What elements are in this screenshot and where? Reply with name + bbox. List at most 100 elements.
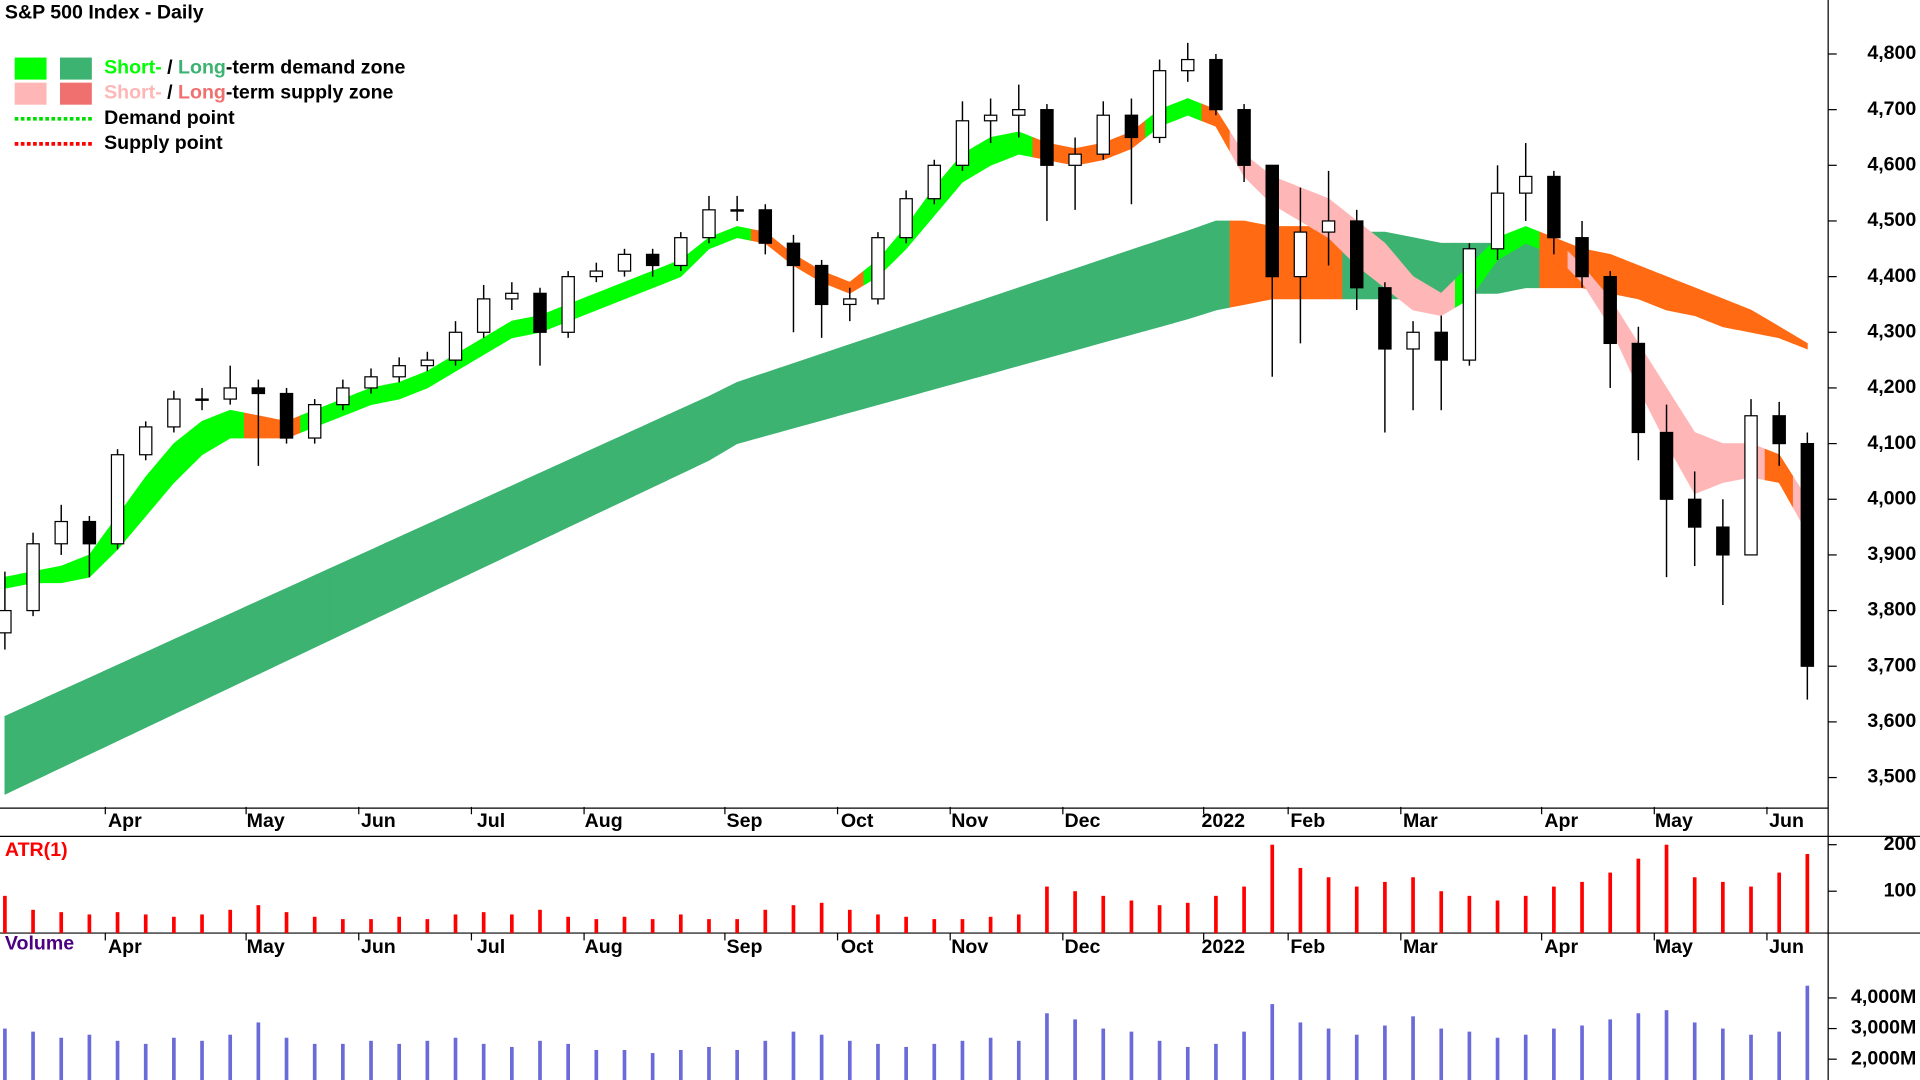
- bar: [1749, 886, 1753, 934]
- bar: [115, 912, 120, 934]
- bar: [510, 914, 514, 934]
- zone-piece: [243, 594, 273, 682]
- legend-swatch: [14, 57, 47, 80]
- legend-text: Demand point: [104, 107, 235, 129]
- candle-body: [476, 298, 491, 333]
- candle-body: [1462, 248, 1477, 361]
- legend-text: Short-: [104, 57, 162, 79]
- bar: [1016, 914, 1021, 934]
- candle-body: [1181, 58, 1195, 72]
- x-tick-label: Sep: [727, 936, 763, 958]
- bar: [425, 919, 430, 934]
- y-tick-label: 4,700: [1867, 98, 1916, 120]
- y-tick-label: 4,000: [1867, 487, 1916, 509]
- candle-body: [251, 387, 266, 395]
- bar: [3, 895, 7, 934]
- bar: [988, 1037, 993, 1080]
- bar: [1467, 1031, 1472, 1080]
- zone-piece: [441, 504, 470, 588]
- x-tick-label: May: [247, 936, 285, 958]
- x-tick-label: Aug: [585, 810, 623, 832]
- bar: [932, 1043, 937, 1080]
- legend-text: -term demand zone: [226, 57, 406, 79]
- bar: [1101, 1028, 1106, 1080]
- candle-body: [730, 209, 744, 212]
- candle-body: [364, 376, 378, 389]
- bar: [622, 916, 627, 934]
- candle-body: [814, 264, 829, 306]
- bar: [284, 912, 289, 934]
- bar: [707, 919, 711, 934]
- zone-piece: [215, 606, 245, 695]
- bar: [1467, 895, 1472, 934]
- bar: [256, 1022, 261, 1080]
- bar: [1073, 1019, 1077, 1080]
- candle-body: [561, 276, 575, 333]
- bar: [1354, 886, 1359, 934]
- bar: [791, 905, 796, 934]
- x-tick-label: 2022: [1201, 936, 1245, 958]
- bar: [876, 1043, 880, 1080]
- bar: [904, 916, 908, 934]
- bar: [1411, 877, 1415, 934]
- bar: [200, 1040, 204, 1080]
- candle-body: [927, 164, 942, 200]
- candle-body: [167, 398, 181, 428]
- zone-piece: [807, 348, 837, 425]
- bar: [1805, 853, 1810, 934]
- y-tick-label: 3,900: [1867, 543, 1916, 565]
- bar: [31, 909, 35, 934]
- bar: [1777, 872, 1782, 934]
- x-tick-label: Feb: [1290, 810, 1325, 832]
- zone-piece: [300, 568, 330, 655]
- bar: [1214, 1043, 1218, 1080]
- zone-piece: [1145, 235, 1175, 332]
- candle-body: [645, 253, 660, 267]
- candle-body: [392, 365, 406, 378]
- bar: [1608, 1019, 1613, 1080]
- legend-text: /: [162, 82, 178, 104]
- y-tick-label: 3,500: [1867, 766, 1916, 788]
- x-tick-label: Nov: [951, 810, 988, 832]
- x-tick-label: Aug: [585, 936, 623, 958]
- bar: [1270, 844, 1275, 934]
- candle-body: [505, 292, 519, 300]
- bar: [31, 1031, 35, 1080]
- zone-piece: [18, 696, 48, 789]
- bar: [678, 914, 683, 934]
- bar: [143, 914, 148, 934]
- bar: [59, 1037, 64, 1080]
- legend-text: Long: [178, 82, 226, 104]
- candle-body: [1490, 192, 1505, 250]
- bar: [1495, 900, 1500, 934]
- candle-body: [1631, 342, 1646, 434]
- y-tick-label: 100: [1884, 879, 1917, 901]
- bar: [481, 912, 486, 934]
- zone-piece: [976, 291, 1006, 378]
- bar: [1523, 1034, 1528, 1080]
- zone-piece: [469, 491, 499, 575]
- zone-piece: [666, 402, 696, 481]
- bar: [1749, 1034, 1753, 1080]
- bar: [1580, 1025, 1584, 1080]
- bar: [228, 1034, 233, 1080]
- legend-label: Short- / Long-term supply zone: [104, 82, 393, 104]
- zone-piece: [4, 709, 20, 795]
- bar: [707, 1046, 711, 1080]
- zone-piece: [328, 555, 358, 642]
- candle-body: [1716, 526, 1730, 556]
- zone-piece: [525, 466, 555, 548]
- candle-body: [1518, 175, 1533, 194]
- zone-piece: [553, 453, 583, 535]
- bar: [87, 1034, 92, 1080]
- x-tick-label: 2022: [1201, 810, 1245, 832]
- bar: [115, 1040, 120, 1080]
- chart-title: ATR(1): [5, 839, 68, 861]
- x-tick-label: Oct: [841, 936, 874, 958]
- candle-body: [1350, 220, 1364, 289]
- legend-text: Long: [178, 57, 226, 79]
- bar: [960, 919, 965, 934]
- bar: [369, 919, 373, 934]
- y-tick-label: 4,300: [1867, 320, 1916, 342]
